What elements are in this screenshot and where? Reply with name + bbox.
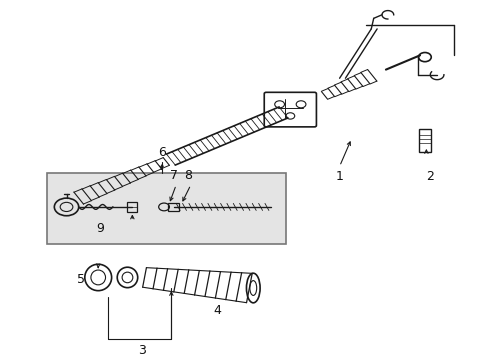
Text: 3: 3 xyxy=(138,345,146,357)
Text: 4: 4 xyxy=(213,305,221,318)
FancyBboxPatch shape xyxy=(47,174,285,244)
Text: 7: 7 xyxy=(169,169,178,182)
Text: 6: 6 xyxy=(157,146,165,159)
Text: 9: 9 xyxy=(97,222,104,235)
Text: 1: 1 xyxy=(335,171,343,184)
Text: 8: 8 xyxy=(184,169,192,182)
Text: 5: 5 xyxy=(77,273,85,286)
Text: 2: 2 xyxy=(425,171,433,184)
